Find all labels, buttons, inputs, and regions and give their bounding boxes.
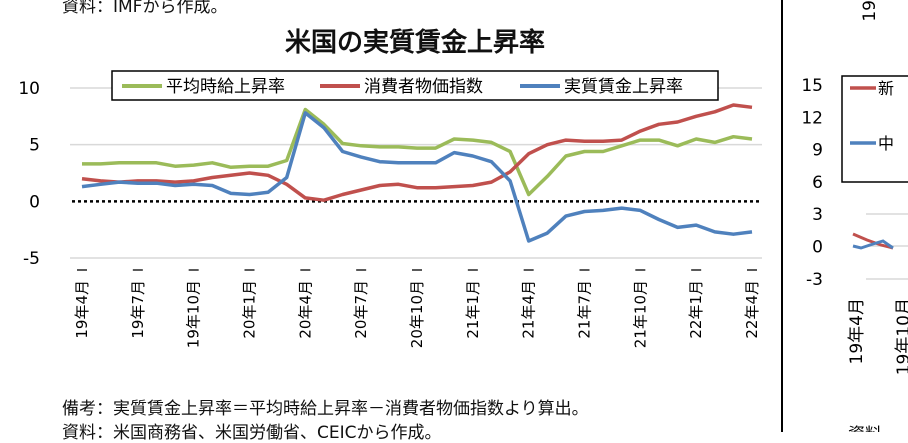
right-legend-box [841,75,908,183]
right-series-line-2 [852,239,894,250]
remark-note: 備考：実質賃金上昇率＝平均時給上昇率－消費者物価指数より算出。 [62,399,589,419]
legend-label: 消費者物価指数 [364,77,483,97]
line-chart: 10 5 0 -5 19年4月 19年7月 19年10月 20年1月 20年4月 20年7月 20… [18,70,762,348]
x-tick-label: 20年10月 [408,280,426,348]
right-y-tick-label: 15 [801,76,823,96]
x-tick-label: 21年10月 [631,280,649,348]
x-tick-label: 21年4月 [520,280,538,339]
legend: 平均時給上昇率 消費者物価指数 実質賃金上昇率 [111,70,719,101]
right-source-note: 資料 [848,425,882,432]
series-line-2 [81,103,753,202]
x-tick-label: 21年7月 [576,280,594,339]
right-x-tick-label: 19年4月 [847,298,867,364]
x-tick-label: 19年4月 [73,280,91,339]
chart-title: 米国の実質賃金上昇率 [284,28,545,58]
right-legend-label: 新 [878,79,894,98]
x-tick-label: 20年1月 [241,280,259,339]
right-partial-chart: 191915129630-3新中19年4月19年10月資料 [801,0,908,432]
x-tick-label: 22年1月 [687,280,705,339]
right-legend-label: 中 [878,134,894,153]
right-y-tick-label: 9 [812,141,823,161]
y-tick-label: 10 [18,79,40,99]
series-line-3 [81,111,753,243]
right-x-tick-label: 19年10月 [894,298,908,375]
right-top-label: 19 [860,0,880,22]
y-tick-label: -5 [23,249,40,269]
right-y-tick-label: 0 [812,238,823,258]
y-tick-label: 0 [29,192,40,212]
right-y-tick-label: -3 [806,270,823,290]
x-tick-label: 21年1月 [464,280,482,339]
x-tick-label: 22年4月 [743,280,761,339]
source-note: 資料：米国商務省、米国労働省、CEICから作成。 [62,423,442,443]
x-tick-label: 19年10月 [185,280,203,348]
series-line-1 [82,107,753,197]
y-tick-label: 5 [29,136,40,156]
legend-label: 平均時給上昇率 [166,77,285,97]
x-tick-label: 20年4月 [296,280,314,339]
x-tick-label: 19年7月 [129,280,147,339]
right-y-tick-label: 6 [812,173,823,193]
right-y-tick-label: 3 [812,205,823,225]
right-y-tick-label: 12 [801,108,823,128]
panel-divider [781,0,783,432]
source-note-top: 資料：IMFから作成。 [62,0,228,17]
legend-label: 実質賃金上昇率 [564,77,683,97]
legend-box [111,70,719,101]
x-tick-label: 20年7月 [352,280,370,339]
